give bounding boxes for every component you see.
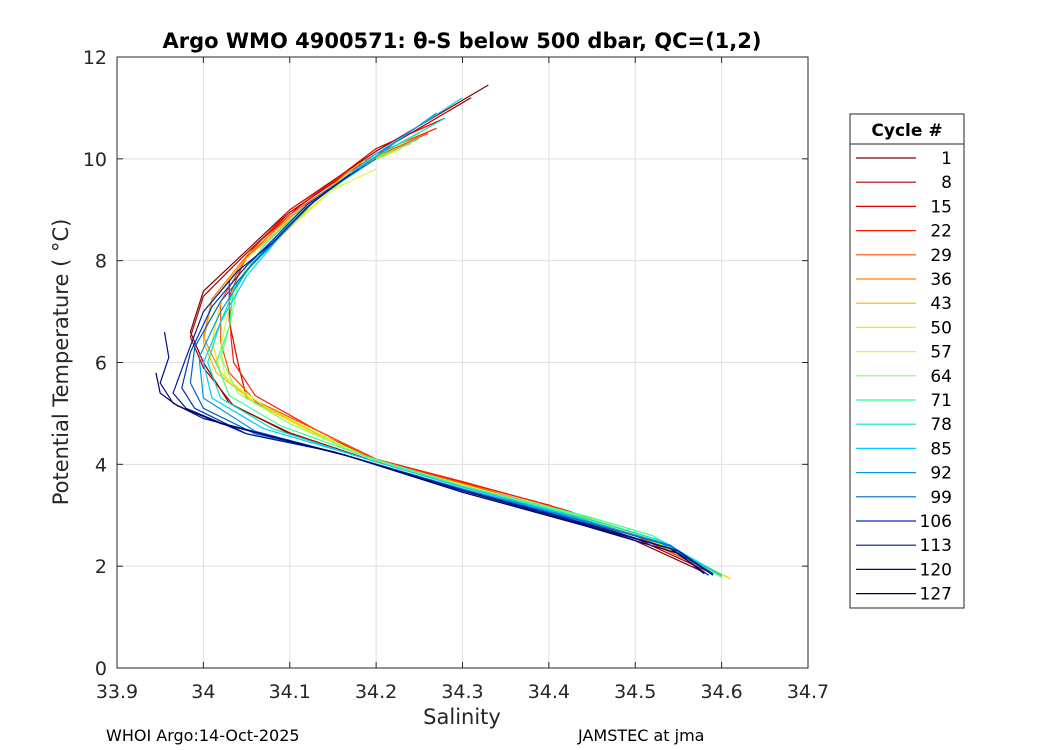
legend-box xyxy=(849,113,965,609)
legend-label-cycle-8: 8 xyxy=(941,173,952,193)
legend-label-cycle-15: 15 xyxy=(930,197,952,217)
x-tick-label: 34.5 xyxy=(614,681,656,703)
legend-title: Cycle # xyxy=(871,121,942,141)
x-tick-label: 34.2 xyxy=(355,681,397,703)
legend-label-cycle-85: 85 xyxy=(930,439,952,459)
legend-label-cycle-50: 50 xyxy=(930,318,952,338)
x-axis-label: Salinity xyxy=(423,705,501,729)
x-tick-label: 34.6 xyxy=(700,681,742,703)
series-line-cycle-127 xyxy=(155,372,705,575)
y-tick-label: 10 xyxy=(83,149,107,171)
series-layer xyxy=(155,84,731,580)
x-tick-label: 34 xyxy=(191,681,215,703)
y-axis-label: Potential Temperature ( °C) xyxy=(49,219,73,506)
legend-label-cycle-78: 78 xyxy=(930,415,952,435)
y-tick-label: 12 xyxy=(83,47,107,69)
legend-label-cycle-36: 36 xyxy=(930,270,952,290)
legend-label-cycle-106: 106 xyxy=(920,512,952,532)
x-tick-label: 34.7 xyxy=(787,681,829,703)
x-tick-label: 34.3 xyxy=(441,681,483,703)
y-tick-label: 2 xyxy=(95,556,107,578)
legend-label-cycle-127: 127 xyxy=(920,585,952,605)
series-line-cycle-113 xyxy=(172,173,710,576)
legend-label-cycle-57: 57 xyxy=(930,343,952,363)
series-line-cycle-22 xyxy=(228,127,722,576)
y-tick-label: 8 xyxy=(95,251,107,273)
legend-label-cycle-1: 1 xyxy=(941,149,952,169)
footer-credit-left: WHOI Argo:14-Oct-2025 xyxy=(106,726,300,745)
legend: Cycle # 18152229364350576471788592991061… xyxy=(849,113,965,609)
legend-entries: 1 8 15 22 29 36 43 50 57 64 71 78 85 92 99 106 113 120 127 xyxy=(856,149,952,605)
series-line-cycle-120 xyxy=(159,331,714,576)
y-tick-label: 0 xyxy=(95,658,107,680)
x-tick-label: 34.4 xyxy=(528,681,570,703)
legend-label-cycle-71: 71 xyxy=(930,391,952,411)
legend-label-cycle-29: 29 xyxy=(930,246,952,266)
legend-label-cycle-120: 120 xyxy=(920,560,952,580)
legend-label-cycle-99: 99 xyxy=(930,488,952,508)
y-tick-label: 4 xyxy=(95,454,107,476)
x-tick-label: 34.1 xyxy=(269,681,311,703)
legend-label-cycle-64: 64 xyxy=(930,367,952,387)
x-tick-label: 33.9 xyxy=(96,681,138,703)
legend-label-cycle-113: 113 xyxy=(920,536,952,556)
chart-title: Argo WMO 4900571: θ-S below 500 dbar, QC… xyxy=(163,29,762,53)
footer-credit-right: JAMSTEC at jma xyxy=(578,726,705,745)
legend-label-cycle-22: 22 xyxy=(930,222,952,242)
y-tick-label: 6 xyxy=(95,353,107,375)
axis-ticks: 33.9 34 34.1 34.2 34.3 34.4 34.5 34.6 34.7 0 2 4 6 8 1… xyxy=(83,47,829,703)
legend-label-cycle-43: 43 xyxy=(930,294,952,314)
legend-label-cycle-92: 92 xyxy=(930,464,952,484)
